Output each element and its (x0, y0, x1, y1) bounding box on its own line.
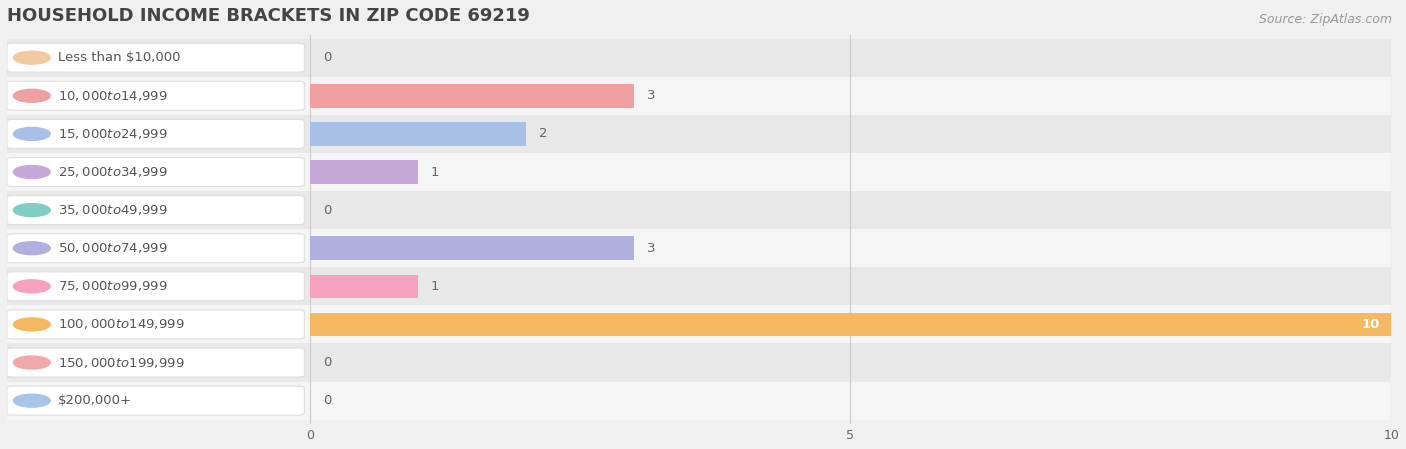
Text: 0: 0 (323, 394, 330, 407)
Bar (309, 313, 1391, 336)
Bar (7, 39, 1391, 77)
Circle shape (14, 280, 51, 293)
Text: HOUSEHOLD INCOME BRACKETS IN ZIP CODE 69219: HOUSEHOLD INCOME BRACKETS IN ZIP CODE 69… (7, 7, 530, 25)
Bar (309, 122, 526, 146)
Text: $100,000 to $149,999: $100,000 to $149,999 (58, 317, 184, 331)
Bar (7, 77, 1391, 115)
Bar (309, 237, 634, 260)
Text: 3: 3 (647, 89, 655, 102)
Bar (7, 229, 1391, 267)
Circle shape (14, 89, 51, 102)
FancyBboxPatch shape (7, 81, 304, 110)
Text: 0: 0 (323, 356, 330, 369)
Text: $200,000+: $200,000+ (58, 394, 132, 407)
Bar (7, 382, 1391, 420)
Text: $150,000 to $199,999: $150,000 to $199,999 (58, 356, 184, 370)
Bar (7, 305, 1391, 343)
Bar (309, 274, 418, 298)
FancyBboxPatch shape (7, 158, 304, 186)
Text: 1: 1 (430, 166, 439, 179)
FancyBboxPatch shape (7, 386, 304, 415)
FancyBboxPatch shape (7, 348, 304, 377)
Text: $35,000 to $49,999: $35,000 to $49,999 (58, 203, 167, 217)
Text: Source: ZipAtlas.com: Source: ZipAtlas.com (1258, 13, 1392, 26)
Bar (309, 160, 418, 184)
Text: Less than $10,000: Less than $10,000 (58, 51, 180, 64)
Text: $10,000 to $14,999: $10,000 to $14,999 (58, 89, 167, 103)
FancyBboxPatch shape (7, 234, 304, 263)
Bar (7, 191, 1391, 229)
Bar (309, 84, 634, 108)
Text: $25,000 to $34,999: $25,000 to $34,999 (58, 165, 167, 179)
Circle shape (14, 128, 51, 141)
Text: 0: 0 (323, 51, 330, 64)
FancyBboxPatch shape (7, 310, 304, 339)
Text: 10: 10 (1362, 318, 1381, 331)
Circle shape (14, 166, 51, 179)
Circle shape (14, 356, 51, 369)
Circle shape (14, 394, 51, 407)
FancyBboxPatch shape (7, 119, 304, 148)
Text: $75,000 to $99,999: $75,000 to $99,999 (58, 279, 167, 293)
Text: $50,000 to $74,999: $50,000 to $74,999 (58, 241, 167, 255)
Circle shape (14, 51, 51, 64)
Circle shape (14, 204, 51, 216)
FancyBboxPatch shape (7, 196, 304, 224)
Text: 0: 0 (323, 203, 330, 216)
Bar (7, 115, 1391, 153)
Text: 1: 1 (430, 280, 439, 293)
Circle shape (14, 242, 51, 255)
FancyBboxPatch shape (7, 43, 304, 72)
Bar (7, 267, 1391, 305)
Text: 2: 2 (538, 128, 547, 141)
Text: $15,000 to $24,999: $15,000 to $24,999 (58, 127, 167, 141)
FancyBboxPatch shape (7, 272, 304, 301)
Text: 3: 3 (647, 242, 655, 255)
Bar (7, 343, 1391, 382)
Circle shape (14, 318, 51, 331)
Bar (7, 153, 1391, 191)
